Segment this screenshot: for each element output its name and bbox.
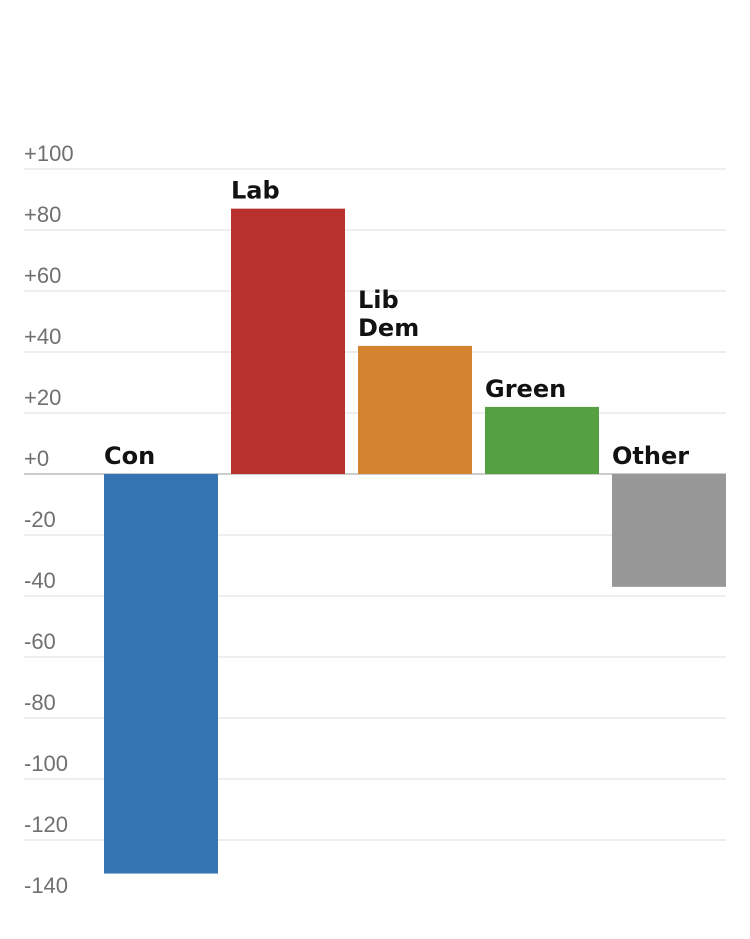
y-tick-label: +40 <box>24 324 61 349</box>
bar-label-lab: Lab <box>231 177 280 205</box>
bar-con <box>104 474 218 874</box>
y-tick-label: +100 <box>24 141 74 166</box>
y-tick-label: -60 <box>24 629 56 654</box>
bar-label-lib-dem: Lib Dem <box>358 286 419 342</box>
y-tick-label: -140 <box>24 873 68 898</box>
bar-other <box>612 474 726 587</box>
y-tick-label: +0 <box>24 446 49 471</box>
y-tick-label: -80 <box>24 690 56 715</box>
bar-label-con: Con <box>104 442 155 470</box>
y-tick-label: -100 <box>24 751 68 776</box>
bar-labels: Con Lab Lib Dem Green Other <box>104 177 689 470</box>
bars <box>104 208 726 874</box>
bar-label-other: Other <box>612 442 689 470</box>
y-tick-label: +20 <box>24 385 61 410</box>
bar-label-green: Green <box>485 375 566 403</box>
bar-green <box>485 406 599 474</box>
y-tick-label: +80 <box>24 202 61 227</box>
y-tick-label: +60 <box>24 263 61 288</box>
y-tick-label: -20 <box>24 507 56 532</box>
bar-lib-dem <box>358 345 472 474</box>
y-tick-label: -120 <box>24 812 68 837</box>
y-axis-ticks: +100 +80 +60 +40 +20 +0 -20 -40 -60 -80 -100 -120 -1… <box>24 141 74 898</box>
bar-lab <box>231 208 345 474</box>
y-tick-label: -40 <box>24 568 56 593</box>
